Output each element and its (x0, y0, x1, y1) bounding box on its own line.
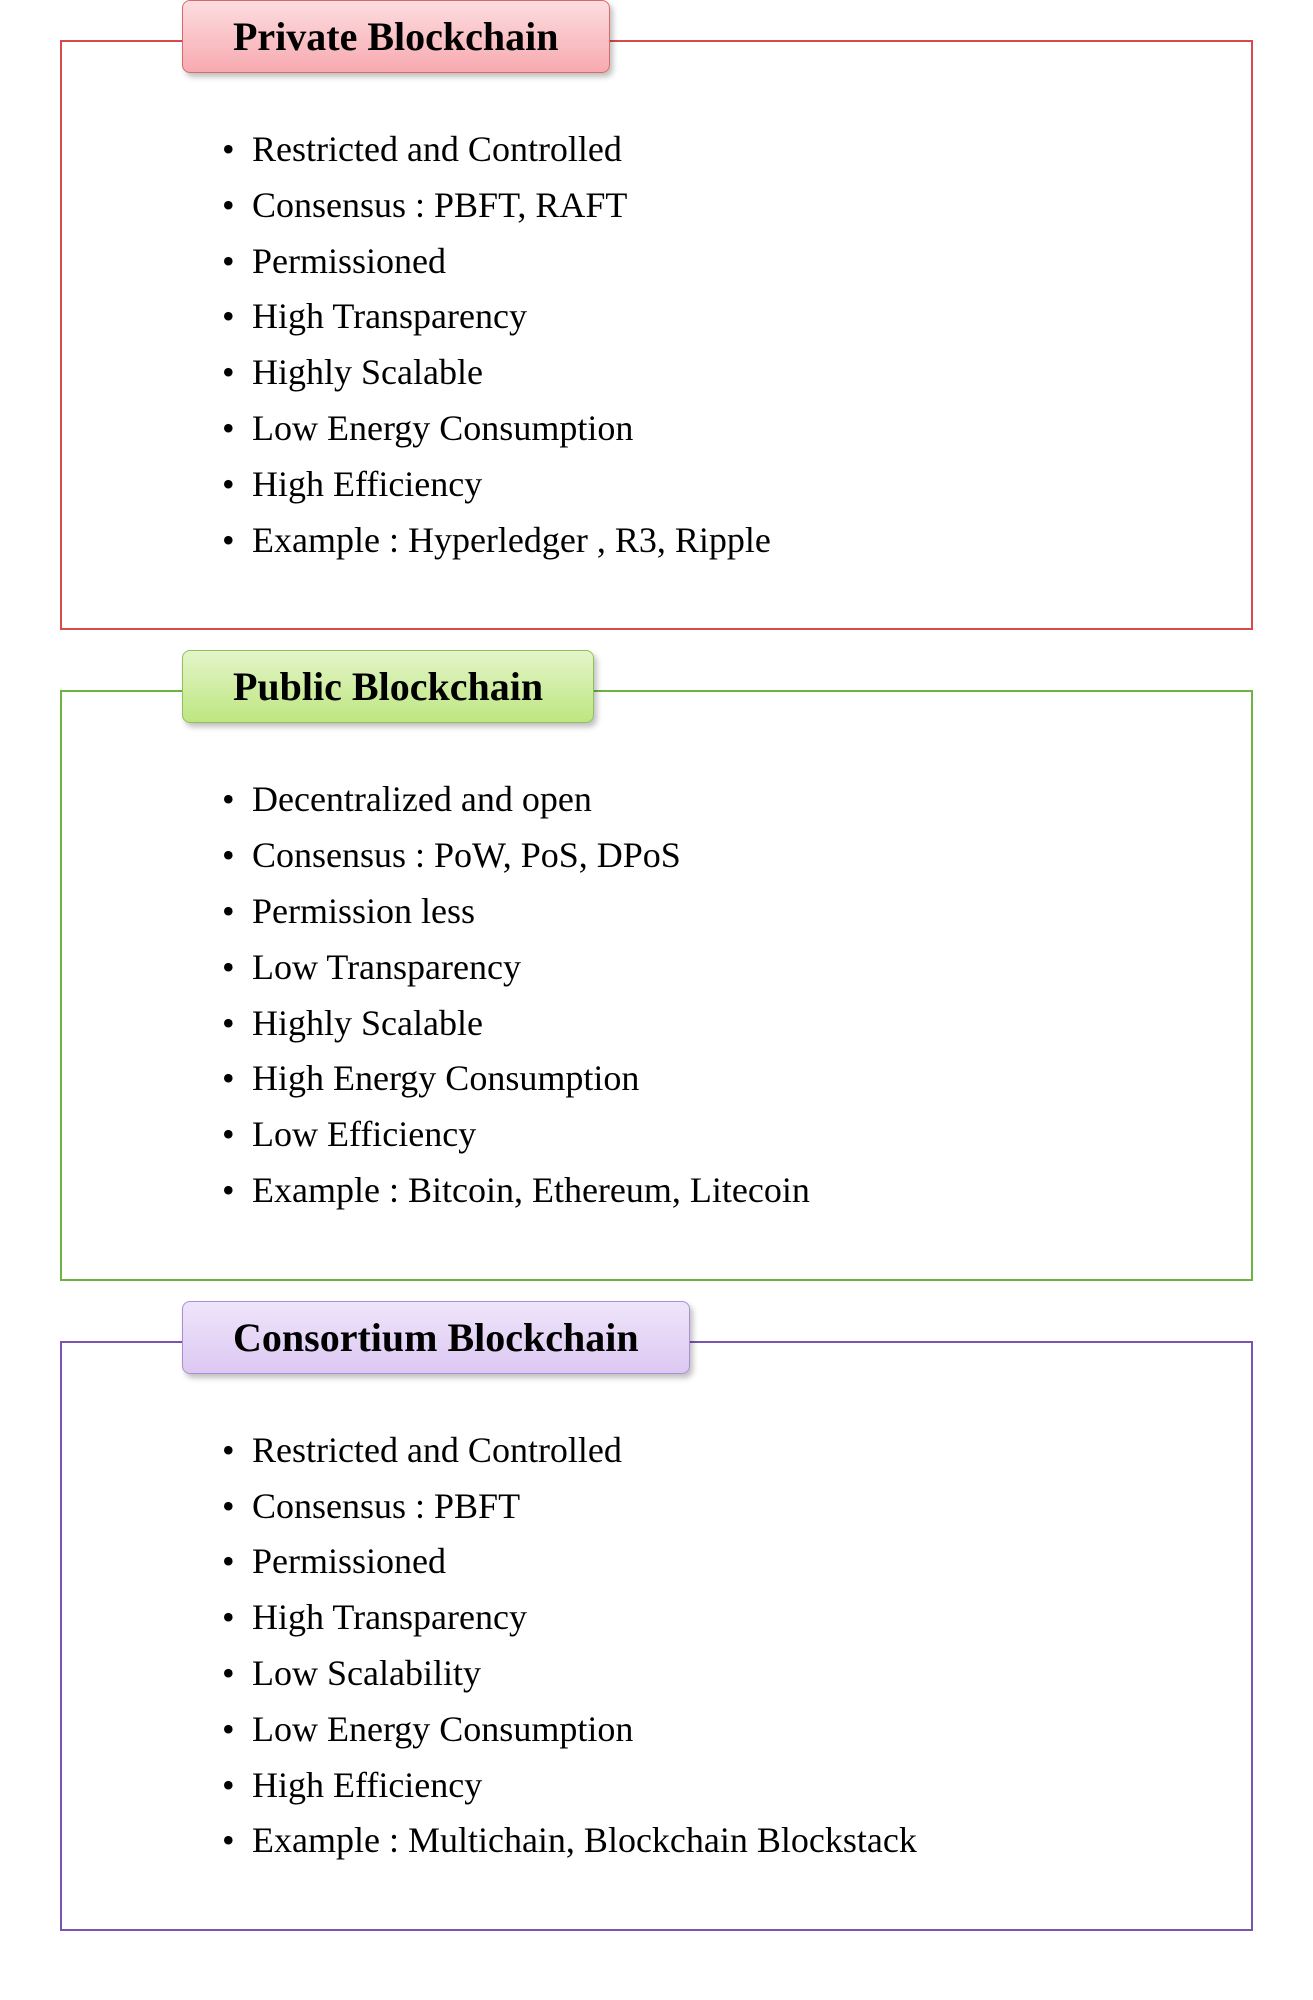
panel-title-public: Public Blockchain (182, 650, 594, 723)
panel-title-consortium: Consortium Blockchain (182, 1301, 690, 1374)
list-item: Low Efficiency (222, 1107, 1191, 1163)
list-item: Example : Multichain, Blockchain Blockst… (222, 1813, 1191, 1869)
panel-list-consortium: Restricted and Controlled Consensus : PB… (162, 1423, 1191, 1869)
list-item: High Energy Consumption (222, 1051, 1191, 1107)
list-item: Low Energy Consumption (222, 1702, 1191, 1758)
list-item: Permissioned (222, 1534, 1191, 1590)
list-item: High Efficiency (222, 1758, 1191, 1814)
list-item: Decentralized and open (222, 772, 1191, 828)
panel-title-private: Private Blockchain (182, 0, 610, 73)
list-item: Highly Scalable (222, 345, 1191, 401)
list-item: Example : Bitcoin, Ethereum, Litecoin (222, 1163, 1191, 1219)
panel-public: Public Blockchain Decentralized and open… (60, 690, 1253, 1280)
panel-list-private: Restricted and Controlled Consensus : PB… (162, 122, 1191, 568)
list-item: Example : Hyperledger , R3, Ripple (222, 513, 1191, 569)
panel-private: Private Blockchain Restricted and Contro… (60, 40, 1253, 630)
list-item: Low Scalability (222, 1646, 1191, 1702)
list-item: Permission less (222, 884, 1191, 940)
list-item: Low Energy Consumption (222, 401, 1191, 457)
list-item: High Transparency (222, 1590, 1191, 1646)
list-item: Highly Scalable (222, 996, 1191, 1052)
list-item: Low Transparency (222, 940, 1191, 996)
list-item: High Transparency (222, 289, 1191, 345)
list-item: Permissioned (222, 234, 1191, 290)
list-item: Restricted and Controlled (222, 122, 1191, 178)
list-item: Consensus : PoW, PoS, DPoS (222, 828, 1191, 884)
list-item: Restricted and Controlled (222, 1423, 1191, 1479)
panel-consortium: Consortium Blockchain Restricted and Con… (60, 1341, 1253, 1931)
list-item: Consensus : PBFT, RAFT (222, 178, 1191, 234)
list-item: High Efficiency (222, 457, 1191, 513)
panel-list-public: Decentralized and open Consensus : PoW, … (162, 772, 1191, 1218)
list-item: Consensus : PBFT (222, 1479, 1191, 1535)
